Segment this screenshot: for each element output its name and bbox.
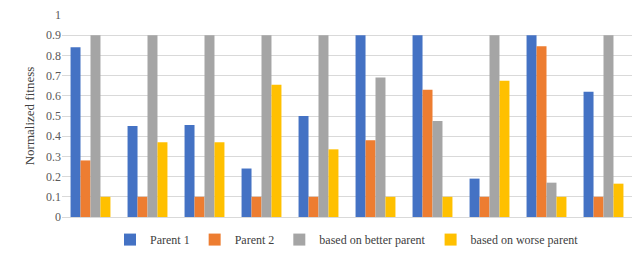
svg-text:based on worse parent: based on worse parent — [471, 233, 579, 247]
svg-text:1: 1 — [55, 8, 61, 22]
svg-text:0.7: 0.7 — [46, 69, 61, 83]
svg-text:0.5: 0.5 — [46, 109, 61, 123]
svg-text:0.3: 0.3 — [46, 150, 61, 164]
svg-text:Normalized fitness: Normalized fitness — [22, 67, 37, 166]
svg-text:Parent 1: Parent 1 — [150, 233, 190, 247]
svg-text:0.2: 0.2 — [46, 170, 61, 184]
svg-text:0.6: 0.6 — [46, 89, 61, 103]
svg-text:0.8: 0.8 — [46, 49, 61, 63]
svg-text:0: 0 — [55, 210, 61, 224]
svg-text:based on better parent: based on better parent — [319, 233, 425, 247]
svg-text:0.1: 0.1 — [46, 190, 61, 204]
svg-text:0.4: 0.4 — [46, 129, 61, 143]
svg-text:0.9: 0.9 — [46, 28, 61, 42]
svg-text:Parent 2: Parent 2 — [235, 233, 275, 247]
